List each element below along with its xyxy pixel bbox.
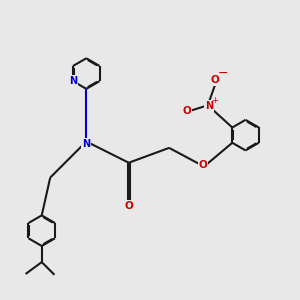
Text: O: O [199,160,208,170]
Text: O: O [182,106,191,116]
Text: −: − [218,67,228,80]
Text: N: N [82,139,90,148]
Text: O: O [124,201,133,211]
Text: +: + [211,96,218,105]
Text: O: O [211,75,220,85]
Text: N: N [69,76,77,86]
Text: N: N [205,101,213,111]
